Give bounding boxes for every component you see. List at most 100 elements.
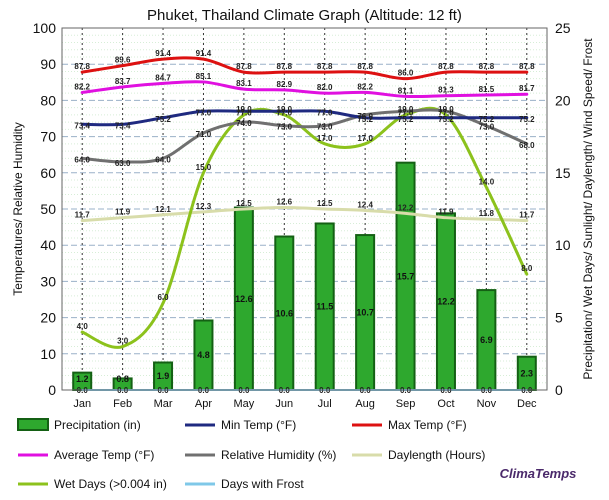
x-tick-oct: Oct bbox=[437, 398, 454, 410]
point-label-min-temp-f: 75.2 bbox=[398, 115, 414, 124]
point-label-average-temp-f: 83.7 bbox=[115, 77, 131, 86]
point-label-daylength-hours: 12.5 bbox=[236, 199, 252, 208]
point-label-average-temp-f: 82.0 bbox=[317, 83, 333, 92]
y-tick-left: 80 bbox=[40, 92, 56, 108]
axes: 0 10 20 30 40 50 60 70 80 90 100 0 5 10 15 20 25 Jan Feb Ma… bbox=[33, 20, 571, 410]
point-label-max-temp-f: 87.8 bbox=[479, 62, 495, 71]
bar-label: 10.7 bbox=[356, 308, 374, 318]
bar-label: 11.5 bbox=[316, 302, 333, 312]
point-label-relative-humidity: 73.0 bbox=[479, 123, 495, 132]
bar-label: 4.8 bbox=[197, 350, 210, 360]
bar-label: 10.6 bbox=[276, 308, 294, 318]
point-label-daylength-hours: 12.5 bbox=[317, 199, 333, 208]
legend-label-max-temp-f: Max Temp (°F) bbox=[388, 418, 467, 432]
point-label-wet-days-in: 19.0 bbox=[438, 105, 454, 114]
point-label-max-temp-f: 87.8 bbox=[519, 62, 535, 71]
line-min-temp-f bbox=[80, 109, 529, 127]
point-label-min-temp-f: 73.4 bbox=[115, 121, 131, 130]
legend-label-relative-humidity: Relative Humidity (%) bbox=[221, 448, 336, 462]
y-tick-right: 15 bbox=[555, 165, 571, 181]
point-label-daylength-hours: 11.7 bbox=[519, 211, 535, 220]
point-label-average-temp-f: 82.2 bbox=[74, 82, 90, 91]
legend-label-days-with-frost: Days with Frost bbox=[221, 477, 304, 491]
point-label-daylength-hours: 12.3 bbox=[196, 202, 212, 211]
point-label-min-temp-f: 75.2 bbox=[519, 115, 535, 124]
y-axis-label-right: Precipitation/ Wet Days/ Sunlight/ Dayle… bbox=[581, 38, 595, 380]
y-tick-right: 25 bbox=[555, 20, 571, 36]
point-label-relative-humidity: 76.0 bbox=[357, 112, 373, 121]
brand-logo: ClimaTemps bbox=[500, 466, 577, 481]
point-label-wet-days-in: 19.0 bbox=[277, 105, 293, 114]
point-label-max-temp-f: 87.8 bbox=[74, 62, 90, 71]
y-tick-left: 50 bbox=[40, 201, 56, 217]
x-tick-may: May bbox=[233, 398, 254, 410]
point-label-wet-days-in: 8.0 bbox=[521, 264, 533, 273]
line-daylength-hours bbox=[80, 206, 529, 223]
point-label-relative-humidity: 77.0 bbox=[438, 108, 454, 117]
x-tick-apr: Apr bbox=[195, 398, 212, 410]
point-label-wet-days-in: 19.0 bbox=[236, 105, 252, 114]
x-tick-sep: Sep bbox=[396, 398, 416, 410]
x-tick-jul: Jul bbox=[318, 398, 332, 410]
point-label-relative-humidity: 68.0 bbox=[519, 141, 535, 150]
bar-label: 12.2 bbox=[437, 297, 455, 307]
point-label-relative-humidity: 73.0 bbox=[277, 123, 293, 132]
point-label-wet-days-in: 19.0 bbox=[398, 105, 414, 114]
point-label-relative-humidity: 64.0 bbox=[155, 155, 171, 164]
point-label-average-temp-f: 81.7 bbox=[519, 84, 535, 93]
point-label-max-temp-f: 86.0 bbox=[398, 69, 414, 78]
x-tick-jun: Jun bbox=[275, 398, 293, 410]
y-tick-right: 0 bbox=[555, 382, 563, 398]
point-label-average-temp-f: 84.7 bbox=[155, 73, 171, 82]
plot-border bbox=[61, 27, 548, 391]
legend-label-wet-days-in: Wet Days (>0.004 in) bbox=[54, 477, 167, 491]
y-tick-left: 100 bbox=[33, 20, 57, 36]
point-label-daylength-hours: 11.9 bbox=[438, 208, 454, 217]
x-tick-nov: Nov bbox=[477, 398, 497, 410]
point-label-max-temp-f: 87.8 bbox=[277, 62, 293, 71]
point-label-wet-days-in: 3.0 bbox=[117, 337, 129, 346]
point-label-relative-humidity: 71.0 bbox=[196, 130, 212, 139]
point-label-daylength-hours: 12.6 bbox=[277, 198, 293, 207]
y-tick-left: 60 bbox=[40, 165, 56, 181]
y-tick-right: 10 bbox=[555, 237, 571, 253]
point-label-min-temp-f: 75.2 bbox=[155, 115, 171, 124]
legend-label-precipitation-in: Precipitation (in) bbox=[54, 418, 141, 432]
point-label-max-temp-f: 91.4 bbox=[155, 49, 171, 58]
bar-label: 0.8 bbox=[116, 374, 129, 384]
bar-label: 1.9 bbox=[157, 371, 170, 381]
point-label-max-temp-f: 89.6 bbox=[115, 56, 131, 65]
point-label-wet-days-in: 17.0 bbox=[317, 134, 333, 143]
point-label-daylength-hours: 12.2 bbox=[398, 203, 414, 212]
x-tick-dec: Dec bbox=[517, 398, 537, 410]
point-label-average-temp-f: 81.1 bbox=[398, 86, 414, 95]
point-label-max-temp-f: 87.8 bbox=[357, 62, 373, 71]
chart-title: Phuket, Thailand Climate Graph (Altitude… bbox=[147, 7, 462, 24]
point-label-relative-humidity: 64.0 bbox=[74, 155, 90, 164]
legend-label-average-temp-f: Average Temp (°F) bbox=[54, 448, 154, 462]
bar-label: 2.3 bbox=[521, 368, 534, 378]
y-tick-left: 40 bbox=[40, 237, 56, 253]
line-average-temp-f bbox=[80, 80, 529, 99]
point-label-average-temp-f: 81.3 bbox=[438, 86, 454, 95]
point-label-max-temp-f: 87.8 bbox=[317, 62, 333, 71]
point-label-average-temp-f: 81.5 bbox=[479, 85, 495, 94]
point-label-relative-humidity: 74.0 bbox=[236, 119, 252, 128]
point-label-max-temp-f: 87.8 bbox=[236, 62, 252, 71]
y-tick-left: 20 bbox=[40, 310, 56, 326]
x-tick-aug: Aug bbox=[355, 398, 375, 410]
point-label-average-temp-f: 82.2 bbox=[357, 82, 373, 91]
point-label-min-temp-f: 77.0 bbox=[196, 108, 212, 117]
point-label-wet-days-in: 15.0 bbox=[196, 163, 212, 172]
legend-label-daylength-hours: Daylength (Hours) bbox=[388, 448, 485, 462]
point-label-min-temp-f: 73.4 bbox=[74, 121, 90, 130]
point-label-daylength-hours: 12.1 bbox=[155, 205, 171, 214]
point-label-min-temp-f: 77.0 bbox=[236, 108, 252, 117]
line-max-temp-f bbox=[80, 56, 529, 81]
point-label-average-temp-f: 85.1 bbox=[196, 72, 212, 81]
point-label-daylength-hours: 11.7 bbox=[75, 211, 91, 220]
bar-label: 12.6 bbox=[235, 294, 253, 304]
bar-label: 6.9 bbox=[480, 335, 493, 345]
